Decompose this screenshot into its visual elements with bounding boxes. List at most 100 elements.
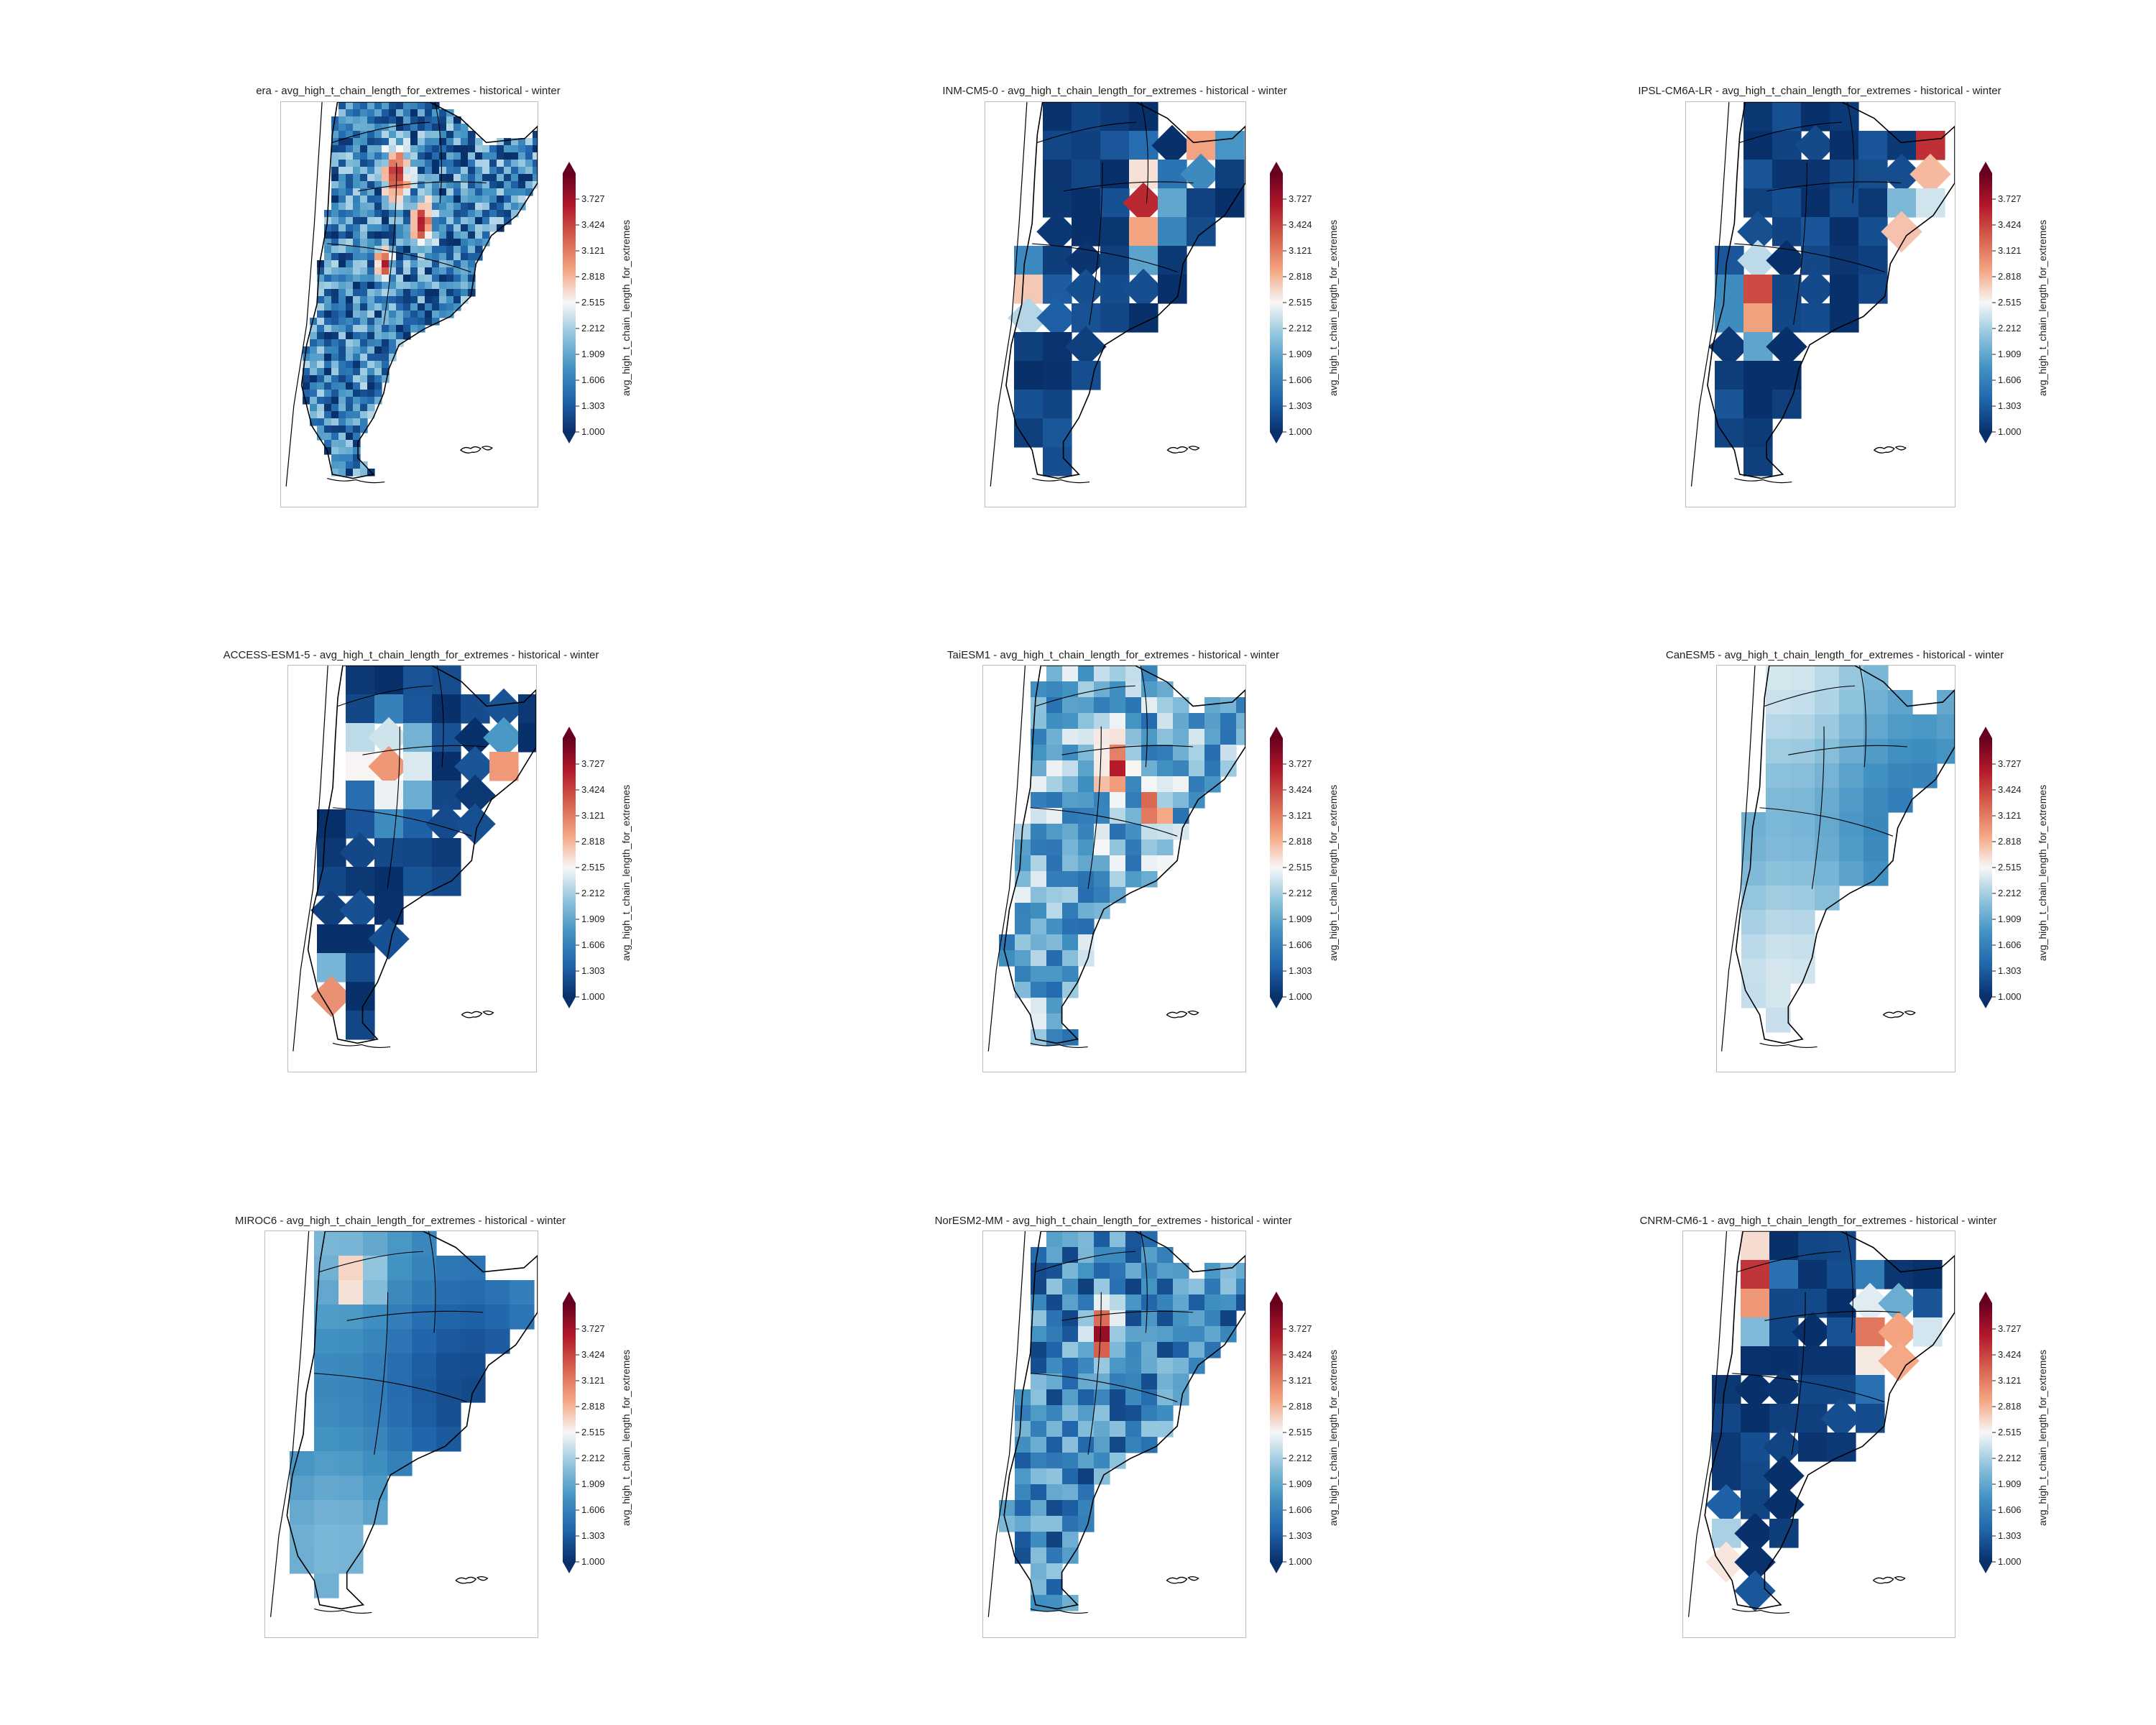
tierra-del-fuego xyxy=(314,1608,372,1614)
colorbar-label: avg_high_t_chain_length_for_extremes xyxy=(620,1349,632,1526)
colorbar-tick-label: 3.727 xyxy=(581,1323,605,1334)
colorbar-tick-label: 3.121 xyxy=(1998,810,2022,821)
border-line xyxy=(1035,1251,1135,1273)
colorbar-tick-label: 3.727 xyxy=(581,193,605,204)
border-line xyxy=(1061,1310,1194,1321)
chile-coastline xyxy=(285,102,323,487)
border-line xyxy=(362,745,487,755)
colorbar-gradient xyxy=(563,727,579,1008)
colorbar-extend-min xyxy=(1270,1562,1283,1573)
colorbar-tick-label: 3.121 xyxy=(1998,245,2022,256)
colorbar-tick-label: 3.424 xyxy=(1289,1349,1312,1360)
colorbar-tick-label: 1.303 xyxy=(1289,965,1312,976)
colorbar-tick-label: 3.121 xyxy=(1998,1375,2022,1386)
border-line xyxy=(319,1251,423,1273)
border-line xyxy=(1764,685,1856,707)
border-line xyxy=(428,1231,436,1333)
colorbar-tick-label: 1.606 xyxy=(1289,374,1312,385)
map-frame xyxy=(982,665,1246,1072)
falkland-islands xyxy=(455,1576,489,1584)
border-line xyxy=(327,243,471,272)
border-line xyxy=(1035,685,1135,707)
colorbar-label: avg_high_t_chain_length_for_extremes xyxy=(1327,1349,1339,1526)
colorbar-tick-label: 1.303 xyxy=(1289,400,1312,411)
colorbar: 1.000 1.303 1.606 1.909 2.212 2.515 2.818 3.121… xyxy=(1270,1292,1339,1573)
colorbar-tick-label: 3.424 xyxy=(1998,784,2022,795)
border-line xyxy=(1141,102,1149,203)
colorbar-tick-label: 2.212 xyxy=(581,323,605,334)
colorbar-tick-label: 1.909 xyxy=(581,349,605,359)
colorbar-extend-min xyxy=(1270,997,1283,1008)
panel-title: ACCESS-ESM1-5 - avg_high_t_chain_length_… xyxy=(223,649,599,661)
coastline xyxy=(286,1231,538,1610)
border-line xyxy=(434,102,442,203)
field-map xyxy=(1687,1231,1955,1617)
colorbar-tick-label: 1.000 xyxy=(1289,991,1312,1002)
panel-title: INM-CM5-0 - avg_high_t_chain_length_for_… xyxy=(942,85,1287,97)
field-map xyxy=(292,666,536,1052)
colorbar-tick-label: 1.606 xyxy=(1998,1504,2022,1515)
border-line xyxy=(1087,726,1102,889)
colorbar-tick-label: 3.424 xyxy=(1289,219,1312,230)
colorbar-extend-min xyxy=(1270,432,1283,443)
colorbar-label: avg_high_t_chain_length_for_extremes xyxy=(1327,784,1339,961)
border-line xyxy=(1140,1231,1148,1333)
border-line xyxy=(1764,1310,1901,1321)
colorbar-extend-min xyxy=(563,997,576,1008)
colorbar-tick-label: 3.121 xyxy=(581,810,605,821)
border-line xyxy=(332,121,430,143)
chile-coastline xyxy=(1690,102,1730,487)
falkland-islands xyxy=(1882,1010,1916,1018)
colorbar-tick-label: 1.909 xyxy=(1289,914,1312,924)
colorbar-tick-label: 2.515 xyxy=(581,297,605,308)
border-line xyxy=(1032,243,1179,272)
border-line xyxy=(1759,807,1894,837)
colorbar-tick-label: 1.303 xyxy=(1998,1530,2022,1541)
colorbar-tick-label: 3.424 xyxy=(581,1349,605,1360)
colorbar-tick-label: 3.121 xyxy=(1289,810,1312,821)
tierra-del-fuego xyxy=(1731,1608,1790,1614)
colorbar-gradient xyxy=(563,1292,579,1573)
colorbar-gradient xyxy=(563,162,579,443)
border-line xyxy=(1811,726,1825,889)
field-map xyxy=(1690,102,1955,487)
map-frame xyxy=(287,665,537,1072)
coastline xyxy=(300,102,538,479)
border-line xyxy=(1030,807,1178,837)
chile-coastline xyxy=(292,666,328,1052)
colorbar-tick-label: 2.515 xyxy=(581,862,605,873)
colorbar-tick-label: 3.727 xyxy=(581,758,605,769)
border-line xyxy=(1061,745,1194,755)
colorbar-tick-label: 2.212 xyxy=(1998,323,2022,334)
border-line xyxy=(1788,745,1907,755)
tierra-del-fuego xyxy=(1030,1042,1088,1049)
colorbar-tick-label: 3.727 xyxy=(1998,758,2022,769)
border-line xyxy=(1734,243,1885,272)
colorbar-extend-min xyxy=(1979,432,1992,443)
colorbar-tick-label: 3.121 xyxy=(1289,245,1312,256)
colorbar-extend-max xyxy=(1270,162,1283,173)
colorbar-tick-label: 1.303 xyxy=(1998,400,2022,411)
colorbar-extend-max xyxy=(563,162,576,173)
colorbar-tick-label: 3.727 xyxy=(1289,1323,1312,1334)
panel-title: IPSL-CM6A-LR - avg_high_t_chain_length_f… xyxy=(1638,85,2001,97)
colorbar-tick-label: 2.212 xyxy=(581,888,605,898)
field-map xyxy=(987,1231,1245,1617)
colorbar-tick-label: 1.606 xyxy=(1998,939,2022,950)
coastline xyxy=(1003,666,1245,1044)
coastline xyxy=(1005,102,1245,479)
colorbar-tick-label: 1.909 xyxy=(1289,349,1312,359)
colorbar-tick-label: 1.000 xyxy=(581,991,605,1002)
colorbar-gradient xyxy=(1270,162,1286,443)
border-line xyxy=(1063,181,1194,192)
panel-title: MIROC6 - avg_high_t_chain_length_for_ext… xyxy=(234,1215,566,1227)
colorbar-tick-label: 1.909 xyxy=(1998,1478,2022,1489)
border-line xyxy=(1140,666,1148,768)
border-line xyxy=(333,807,472,837)
colorbar-tick-label: 2.818 xyxy=(581,1401,605,1412)
colorbar-extend-max xyxy=(1979,162,1992,173)
colorbar-extend-min xyxy=(563,432,576,443)
colorbar-tick-label: 3.424 xyxy=(1289,784,1312,795)
colorbar: 1.000 1.303 1.606 1.909 2.212 2.515 2.818 3.121… xyxy=(563,162,632,443)
